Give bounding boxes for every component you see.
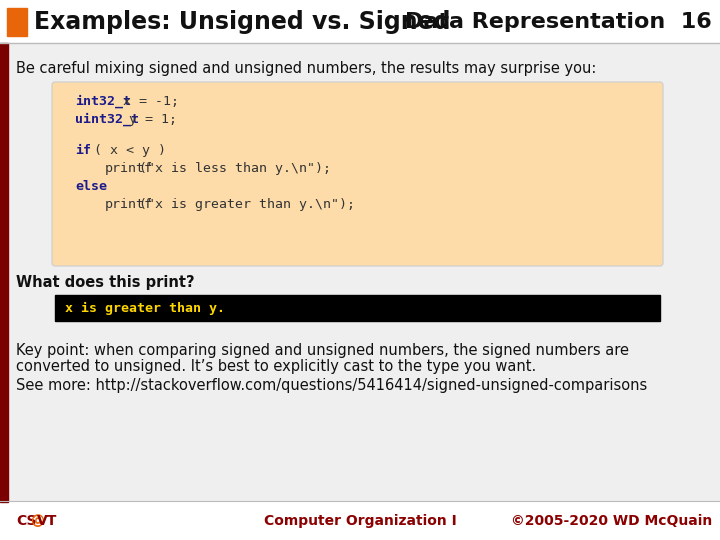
Text: Be careful mixing signed and unsigned numbers, the results may surprise you:: Be careful mixing signed and unsigned nu… [16,61,596,76]
Text: ("x is less than y.\n");: ("x is less than y.\n"); [139,161,331,174]
Text: Key point: when comparing signed and unsigned numbers, the signed numbers are: Key point: when comparing signed and uns… [16,343,629,358]
Text: @: @ [30,514,44,528]
Bar [0,43,720,502]
Text: Examples: Unsigned vs. Signed: Examples: Unsigned vs. Signed [34,10,451,34]
Text: What does this print?: What does this print? [16,275,194,290]
Text: ("x is greater than y.\n");: ("x is greater than y.\n"); [139,198,355,211]
Bar [0,43,8,502]
Text: x is greater than y.: x is greater than y. [65,301,225,314]
Bar [0,502,720,540]
Text: int32_t: int32_t [75,95,131,109]
Text: ©2005-2020 WD McQuain: ©2005-2020 WD McQuain [510,514,712,528]
Text: x = -1;: x = -1; [115,95,179,108]
Text: printf: printf [105,198,153,211]
Text: y = 1;: y = 1; [121,113,176,126]
Bar [7,8,27,36]
Text: printf: printf [105,161,153,174]
Text: VT: VT [37,514,58,528]
FancyBboxPatch shape [52,82,663,266]
Text: uint32_t: uint32_t [75,113,139,126]
Text: CS: CS [16,514,37,528]
Text: ( x < y ): ( x < y ) [86,144,166,157]
Text: converted to unsigned. It’s best to explicitly cast to the type you want.: converted to unsigned. It’s best to expl… [16,359,536,374]
Bar [0,0,720,42]
Text: See more: http://stackoverflow.com/questions/5416414/signed-unsigned-comparisons: See more: http://stackoverflow.com/quest… [16,378,647,393]
Text: Computer Organization I: Computer Organization I [264,514,456,528]
Text: Data Representation  16: Data Representation 16 [405,12,712,32]
Bar [55,295,660,321]
Text: else: else [75,180,107,193]
Text: if: if [75,144,91,157]
